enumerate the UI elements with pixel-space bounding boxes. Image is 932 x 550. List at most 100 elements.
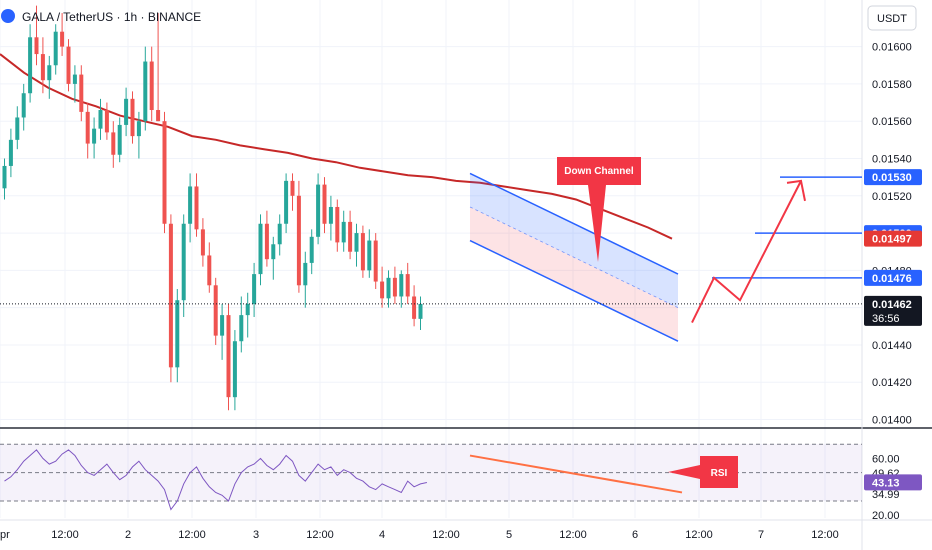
candle-body[interactable] [104,110,109,133]
candle-body[interactable] [98,110,103,129]
candle-body[interactable] [34,37,39,55]
candle-body[interactable] [245,303,250,316]
symbol-title: GALA / TetherUS · 1h · BINANCE [22,10,201,24]
candle-body[interactable] [175,300,180,368]
candle-body[interactable] [264,223,269,260]
candle-body[interactable] [348,221,353,252]
candle-body[interactable] [124,98,129,125]
time-tick-label: 4 [379,529,385,541]
candle-body[interactable] [53,31,58,66]
candle-body[interactable] [60,31,65,47]
candle-body[interactable] [200,229,205,256]
price-levels [0,176,862,305]
candle-body[interactable] [92,128,97,144]
price-tick-label: 0.01540 [872,153,912,165]
candle-body[interactable] [156,110,161,122]
candle-body[interactable] [79,74,84,112]
candle-body[interactable] [373,240,378,282]
rsi-current-badge [864,474,922,491]
price-countdown: 36:56 [872,313,900,325]
ma-200-line [0,53,673,240]
candle-body[interactable] [226,315,231,398]
price-badge [864,230,922,247]
candle-body[interactable] [412,296,417,319]
down-channel-callout [557,157,641,262]
currency-button-frame[interactable] [867,5,917,31]
candle-body[interactable] [111,132,116,155]
time-tick-label: 12:00 [559,529,587,541]
candle-body[interactable] [405,274,410,297]
candle-body[interactable] [290,180,295,196]
candle-body[interactable] [40,54,45,81]
time-tick-label: 12:00 [306,529,334,541]
candle-body[interactable] [8,139,13,166]
candle-body[interactable] [354,233,359,252]
candle-body[interactable] [15,117,20,140]
price-tick-label: 0.01400 [872,415,912,427]
candle-body[interactable] [136,121,141,137]
candle-body[interactable] [296,195,301,286]
candle-body[interactable] [392,277,397,297]
price-tick-label: 0.01420 [872,377,912,389]
candle-body[interactable] [258,223,263,275]
candle-body[interactable] [239,315,244,342]
candle-body[interactable] [360,233,365,271]
candle-body[interactable] [277,223,282,245]
candle-body[interactable] [303,262,308,286]
currency-label[interactable]: USDT [877,13,907,25]
time-tick-label: 6 [632,529,638,541]
candle-body[interactable] [143,61,148,122]
candle-body[interactable] [149,61,154,111]
candle-body[interactable] [194,186,199,230]
candle-body[interactable] [117,124,122,155]
candle-body[interactable] [232,341,237,398]
time-tick-label: 2 [125,529,131,541]
candle-body[interactable] [252,274,257,304]
candle-body[interactable] [207,255,212,286]
candle-body[interactable] [341,221,346,243]
candle-body[interactable] [168,223,173,368]
candle-body[interactable] [72,74,77,84]
candle-body[interactable] [316,184,321,237]
candle-body[interactable] [322,184,327,224]
projection-arrowhead [786,179,806,202]
candle-body[interactable] [380,281,385,299]
candle-body[interactable] [271,244,276,260]
candle-body[interactable] [188,186,193,224]
candle-body[interactable] [399,274,404,297]
time-tick-label: 12:00 [685,529,713,541]
candle-body[interactable] [328,206,333,224]
time-tick-label: 3 [253,529,259,541]
candle-body[interactable] [130,98,135,137]
candle-body[interactable] [418,303,423,319]
candle-body[interactable] [335,206,340,243]
price-badge [864,169,922,186]
price-badge-label: 0.01476 [872,273,912,285]
candle-body[interactable] [181,223,186,301]
candle-body[interactable] [284,180,289,224]
price-axis: 0.01600 0.01580 0.01560 0.01540 0.01520 0.015… [864,42,922,522]
candle-body[interactable] [47,65,52,81]
candle-body[interactable] [386,277,391,299]
time-tick-label: 12:00 [178,529,206,541]
candle-body[interactable] [66,46,71,84]
candle-body[interactable] [2,165,7,189]
candle-body[interactable] [309,236,314,263]
currency-button[interactable]: USDT [867,5,917,31]
candle-body[interactable] [21,93,26,118]
candle-body[interactable] [213,285,218,336]
rsi-line [4,449,428,511]
candles[interactable] [2,5,423,411]
time-tick-label: 5 [506,529,512,541]
candle-body[interactable] [28,37,33,94]
down-channel-label: Down Channel [564,166,634,177]
channel-lower-line [469,239,679,342]
candle-body[interactable] [367,240,372,271]
candle-body[interactable] [162,121,167,224]
callouts: Down Channel RSI [557,157,738,488]
candle-body[interactable] [85,111,90,144]
projection-line [691,180,802,324]
candle-body[interactable] [220,315,225,336]
